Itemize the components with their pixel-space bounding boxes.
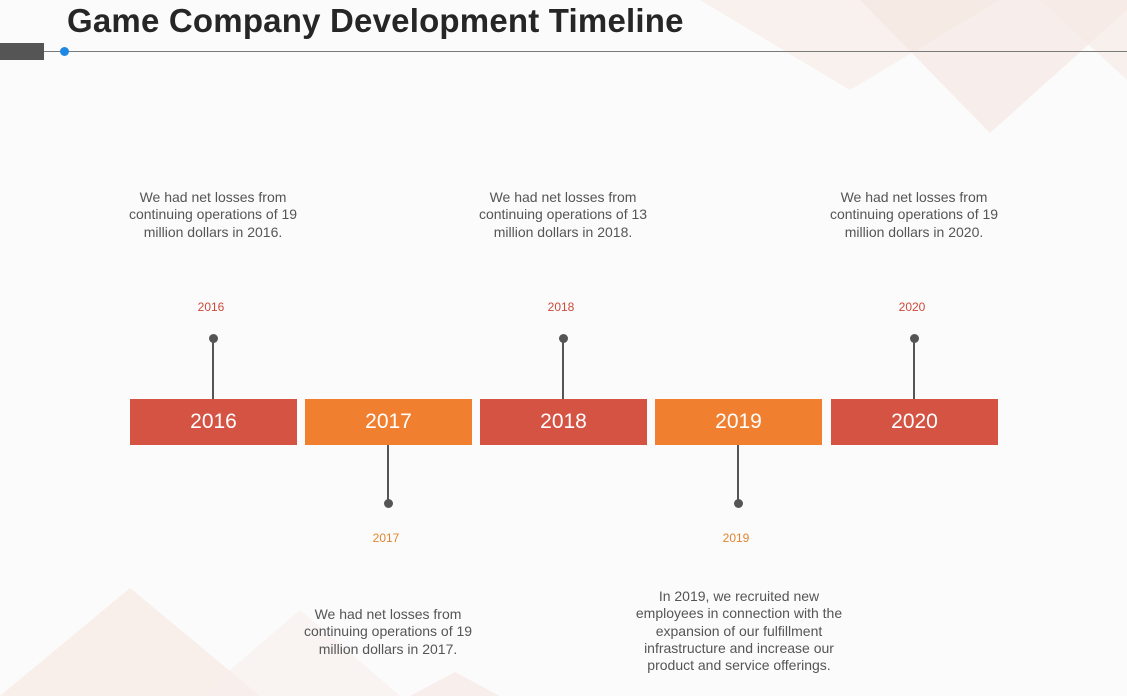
milestone-2018-box: 2018 (480, 399, 647, 445)
milestone-2020-year-label: 2020 (898, 300, 926, 314)
milestone-2019-stem (737, 445, 739, 503)
milestone-2018-description: We had net losses from continuing operat… (478, 189, 648, 240)
milestone-2016-stem (212, 338, 214, 399)
milestone-2017-box: 2017 (305, 399, 472, 445)
milestone-2016-box: 2016 (130, 399, 297, 445)
milestone-2017-stem (387, 445, 389, 503)
milestone-2016-year-label: 2016 (197, 300, 225, 314)
milestone-2016-description: We had net losses from continuing operat… (128, 189, 298, 240)
milestone-2018-year-label: 2018 (547, 300, 575, 314)
milestone-2019-description: In 2019, we recruited new employees in c… (635, 588, 843, 674)
milestone-2019-pin (734, 499, 743, 508)
milestone-2017-description: We had net losses from continuing operat… (303, 606, 473, 657)
milestone-2020-box: 2020 (831, 399, 998, 445)
title-accent-dot (60, 47, 69, 56)
milestone-2017-year-label: 2017 (372, 531, 400, 545)
page-title: Game Company Development Timeline (67, 2, 684, 39)
milestone-2020-description: We had net losses from continuing operat… (829, 189, 999, 240)
milestone-2020-stem (913, 338, 915, 399)
milestone-2017-pin (384, 499, 393, 508)
milestone-2018-stem (562, 338, 564, 399)
title-underline (44, 51, 1127, 52)
milestone-2019-box: 2019 (655, 399, 822, 445)
milestone-2019-year-label: 2019 (722, 531, 750, 545)
title-accent-bar (0, 43, 44, 60)
